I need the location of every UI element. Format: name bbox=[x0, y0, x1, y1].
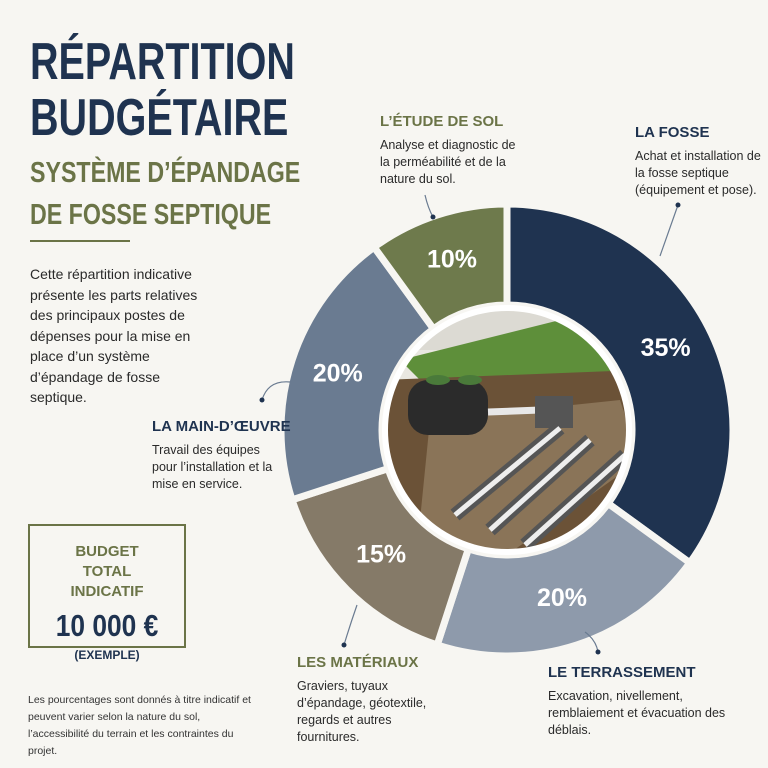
footnote: Les pourcentages sont donnés à titre ind… bbox=[28, 694, 251, 757]
value-label: 35% bbox=[641, 334, 691, 362]
subtitle: SYSTÈME D’ÉPANDAGE DE FOSSE SEPTIQUE bbox=[30, 157, 301, 231]
budget-label: BUDGET TOTAL INDICATIF bbox=[70, 543, 144, 600]
leader-dot bbox=[430, 214, 436, 220]
value-label: 20% bbox=[313, 360, 363, 388]
category-label: L’ÉTUDE DE SOL bbox=[380, 113, 504, 130]
category-label: LA FOSSE bbox=[635, 124, 710, 141]
center-ring bbox=[382, 305, 632, 555]
leader-dot bbox=[675, 202, 681, 208]
budget-note: (EXEMPLE) bbox=[74, 648, 140, 662]
leader-line bbox=[343, 604, 358, 646]
leader-line bbox=[424, 194, 434, 218]
leader-dot bbox=[595, 649, 601, 655]
leader-line bbox=[659, 204, 679, 257]
intro: Cette répartition indicative présente le… bbox=[30, 266, 198, 405]
category-label: LES MATÉRIAUX bbox=[297, 654, 419, 671]
value-label: 15% bbox=[356, 540, 406, 568]
leader-dot bbox=[341, 642, 347, 648]
budget-amount: 10 000 € bbox=[55, 608, 159, 643]
category-description: Graviers, tuyaux d’épandage, géotextile,… bbox=[297, 679, 427, 744]
leader-line bbox=[261, 381, 291, 401]
title: RÉPARTITION BUDGÉTAIRE bbox=[30, 33, 295, 147]
budget-box: BUDGET TOTAL INDICATIF 10 000 € (EXEMPLE… bbox=[28, 524, 186, 662]
category-description: Achat et installation de la fosse septiq… bbox=[635, 149, 761, 197]
category-description: Analyse et diagnostic de la perméabilité… bbox=[380, 138, 516, 186]
category-description: Excavation, nivellement, remblaiement et… bbox=[548, 689, 726, 737]
separator bbox=[30, 240, 130, 242]
category-description: Travail des équipes pour l’installation … bbox=[152, 443, 273, 491]
value-label: 10% bbox=[427, 245, 477, 273]
category-label: LE TERRASSEMENT bbox=[548, 664, 696, 681]
category-label: LA MAIN-D’ŒUVRE bbox=[152, 418, 291, 435]
value-label: 20% bbox=[537, 584, 587, 612]
leader-dot bbox=[259, 397, 265, 403]
